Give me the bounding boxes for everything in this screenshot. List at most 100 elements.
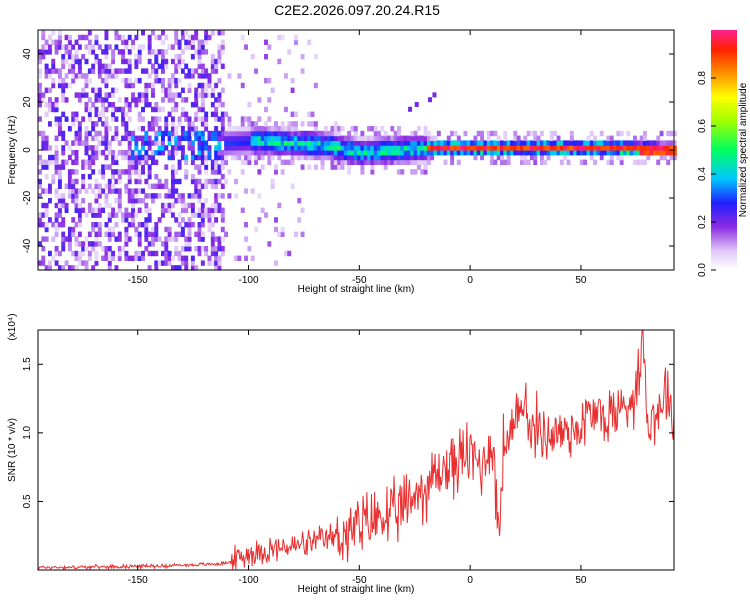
colorbar-tick-label: 0.6	[697, 119, 708, 133]
spectrogram-cell	[170, 116, 175, 122]
spectrogram-cell	[151, 231, 155, 237]
spectrogram-cell	[47, 44, 52, 50]
spectrogram-cell	[214, 164, 219, 170]
spectrogram-cell	[147, 44, 152, 50]
spectrogram-cell	[81, 246, 86, 252]
spectrogram-cell	[190, 126, 195, 132]
spectrogram-cell	[174, 78, 179, 84]
y-tick-label: 40	[22, 48, 33, 60]
spectrogram-cell	[41, 260, 46, 266]
spectrogram-cell	[220, 207, 225, 213]
spectrogram-cell	[290, 78, 295, 84]
spectrogram-cell	[473, 154, 478, 161]
spectrogram-cell	[290, 111, 295, 117]
spectrogram-cell	[390, 159, 395, 165]
spectrogram-cell	[642, 130, 647, 137]
spectrogram-cell	[426, 135, 431, 141]
spectrogram-cell	[317, 150, 322, 156]
spectrogram-cell	[220, 102, 225, 108]
spectrogram-cell	[350, 150, 355, 156]
spectrogram-cell	[97, 226, 102, 233]
spectrogram-cell	[207, 78, 212, 84]
spectrogram-cell	[67, 34, 72, 41]
spectrogram-cell	[476, 130, 481, 137]
spectrogram-cell	[599, 145, 604, 151]
spectrogram-cell	[217, 164, 222, 170]
spectrogram-cell	[210, 68, 215, 74]
spectrogram-cell	[626, 145, 631, 151]
spectrogram-cell	[131, 92, 135, 98]
spectrogram-cell	[396, 154, 401, 161]
spectrogram-cell	[144, 193, 149, 199]
spectrogram-cell	[490, 150, 494, 156]
spectrogram-cell	[287, 126, 292, 132]
spectrogram-cell	[51, 68, 56, 74]
spectrogram-cell	[147, 145, 152, 151]
spectrogram-cell	[453, 130, 458, 137]
spectrogram-cell	[616, 150, 621, 156]
spectrogram-cell	[101, 169, 106, 175]
spectrogram-cell	[463, 140, 468, 146]
spectrogram-cell	[134, 63, 139, 69]
spectrogram-cell	[337, 126, 342, 132]
spectrogram-cell	[174, 236, 179, 242]
spectrogram-cell	[433, 140, 438, 146]
spectrogram-cell	[393, 159, 398, 165]
spectrogram-cell	[61, 164, 66, 170]
spectrogram-cell	[51, 78, 56, 84]
colorbar-gradient	[711, 30, 737, 270]
spectrogram-cell	[416, 140, 421, 146]
spectrogram-cell	[267, 150, 272, 156]
spectrogram-cell	[267, 241, 272, 247]
spectrogram-cell	[77, 92, 82, 98]
spectrogram-cell	[290, 87, 295, 93]
spectrogram-cell	[44, 63, 49, 69]
spectrogram-cell	[164, 246, 169, 252]
spectrogram-cell	[94, 183, 99, 189]
spectrogram-cell	[157, 116, 162, 122]
spectrogram-cell	[97, 207, 102, 213]
spectrogram-cell	[77, 63, 82, 69]
spectrogram-cell	[57, 78, 62, 84]
spectrogram-cell	[81, 250, 86, 257]
spectrogram-cell	[237, 130, 242, 137]
spectrogram-cell	[360, 140, 365, 146]
spectrogram-cell	[217, 30, 222, 36]
spectrogram-cell	[71, 178, 76, 185]
spectrogram-cell	[124, 102, 129, 108]
spectrogram-cell	[293, 154, 298, 161]
spectrogram-cell	[320, 145, 325, 151]
spectrogram-cell	[244, 145, 249, 151]
spectrogram-cell	[177, 250, 182, 257]
spectrogram-cell	[217, 140, 222, 146]
spectrogram-cell	[94, 222, 99, 228]
spectrogram-cell	[167, 236, 172, 242]
spectrogram-cell	[200, 106, 205, 113]
spectrogram-cell	[283, 159, 288, 165]
spectrogram-cell	[327, 140, 332, 146]
spectrogram-cell	[513, 130, 518, 137]
spectrogram-cell	[220, 226, 225, 233]
spectrogram-cell	[151, 87, 155, 93]
spectrogram-cell	[214, 116, 219, 122]
spectrogram-cell	[420, 159, 425, 165]
spectrogram-cell	[127, 154, 132, 161]
spectrogram-cell	[180, 150, 185, 156]
spectrogram-cell	[516, 135, 521, 141]
spectrogram-cell	[54, 164, 59, 170]
spectrogram-cell	[144, 236, 149, 242]
spectrogram-cell	[151, 82, 155, 89]
spectrogram-cell	[240, 207, 245, 213]
spectrogram-cell	[124, 121, 129, 127]
spectrogram-cell	[187, 68, 192, 74]
spectrogram-cell	[157, 178, 162, 185]
spectrogram-cell	[214, 82, 219, 89]
spectrogram-cell	[204, 169, 209, 175]
spectrogram-cell	[147, 82, 152, 89]
spectrogram-cell	[523, 140, 528, 146]
spectrogram-cell	[157, 193, 162, 199]
spectrogram-cell	[170, 106, 175, 113]
spectrogram-cell	[180, 226, 185, 233]
spectrogram-cell	[669, 130, 674, 137]
